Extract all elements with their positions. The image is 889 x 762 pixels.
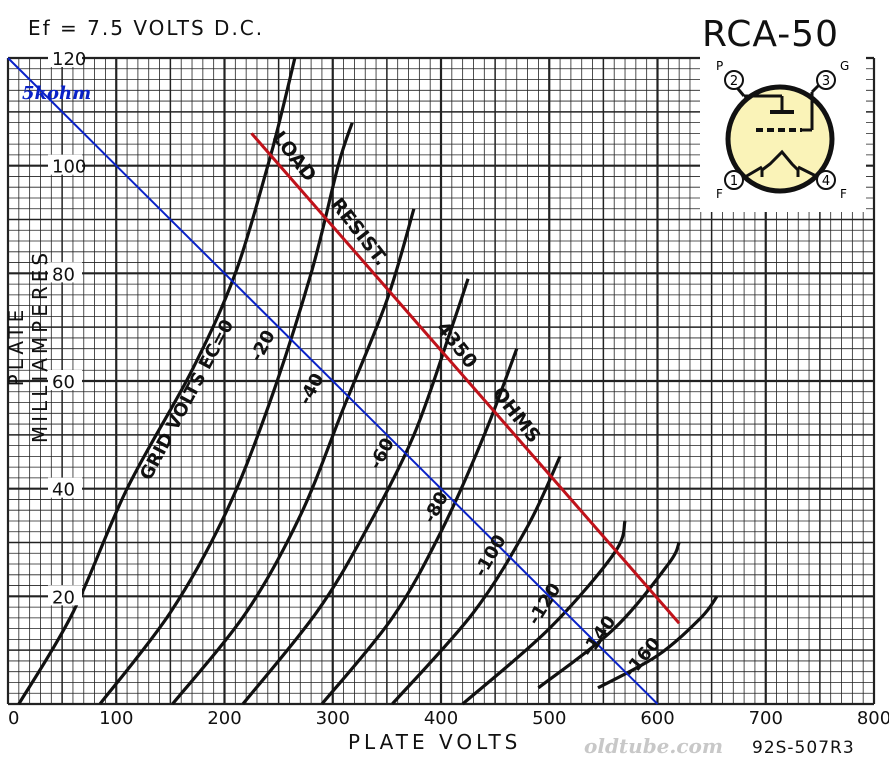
- filament-condition-box: Ef = 7.5 VOLTS D.C.: [14, 6, 324, 48]
- x-tick-label: 0: [8, 708, 19, 729]
- catalog-number: 92S-507R3: [752, 738, 855, 758]
- svg-text:3: 3: [822, 74, 830, 89]
- y-tick-label: 40: [52, 480, 75, 501]
- curve-ec-minus-140: [537, 541, 681, 690]
- curve-ec-0: [17, 57, 297, 705]
- y-tick-label: 100: [52, 157, 86, 178]
- tube-title: RCA-50: [702, 14, 839, 55]
- curve-ec-minus-160: [597, 595, 719, 690]
- svg-text:2: 2: [730, 74, 738, 89]
- svg-text:4: 4: [822, 174, 830, 189]
- y-tick-label: 80: [52, 264, 75, 285]
- tube-envelope-icon: [725, 84, 835, 194]
- grid-voltage-curves: [17, 57, 719, 706]
- pin-1: [724, 170, 744, 190]
- x-tick-label: 500: [532, 708, 566, 729]
- curve-ec-minus-20: [98, 122, 354, 705]
- curve-ec-minus-40: [171, 208, 416, 706]
- pin-4-function: F: [840, 187, 847, 201]
- axis-ticks: 0 100 200 300 400 500 600 700 800 20 40 60 80 100 120: [8, 47, 889, 729]
- load-lines: [7, 57, 681, 705]
- curve-ec-minus-80: [320, 348, 519, 706]
- base-diagram: 2 3 1 4 P G F F: [716, 59, 849, 201]
- x-tick-label: 400: [424, 708, 458, 729]
- x-tick-label: 300: [316, 708, 350, 729]
- y-axis-title: PLATE MILLIAMPERES: [4, 248, 52, 444]
- curve-ec-minus-60: [241, 278, 470, 706]
- svg-text:1: 1: [730, 174, 738, 189]
- filament-symbol-icon: [760, 149, 800, 177]
- pin-1-function: F: [716, 187, 723, 201]
- tube-base-panel: RCA-50 2 3 1 4 P G F F: [700, 12, 866, 212]
- pin-3: [816, 70, 836, 90]
- x-tick-label: 600: [640, 708, 674, 729]
- x-tick-label: 700: [749, 708, 783, 729]
- x-tick-label: 100: [99, 708, 133, 729]
- filament-condition-label: Ef = 7.5 VOLTS D.C.: [28, 16, 265, 40]
- y-tick-label: 120: [52, 49, 86, 70]
- pin-4: [816, 170, 836, 190]
- x-tick-label: 200: [207, 708, 241, 729]
- load-line-5kohm-label: 5kohm: [22, 83, 91, 104]
- pin-2-function: P: [716, 59, 723, 73]
- pin-3-function: G: [840, 59, 849, 73]
- pin-2: [724, 70, 744, 90]
- y-tick-label: 60: [52, 372, 75, 393]
- x-axis-title: PLATE VOLTS: [348, 730, 522, 754]
- curve-ec-minus-100: [391, 455, 562, 706]
- x-tick-label: 800: [857, 708, 889, 729]
- load-line-4350-ohms: [250, 132, 681, 625]
- y-tick-label: 20: [52, 587, 75, 608]
- watermark: oldtube.com: [584, 734, 724, 758]
- load-line-5kohm: [7, 57, 659, 705]
- curve-ec-minus-120: [461, 520, 627, 706]
